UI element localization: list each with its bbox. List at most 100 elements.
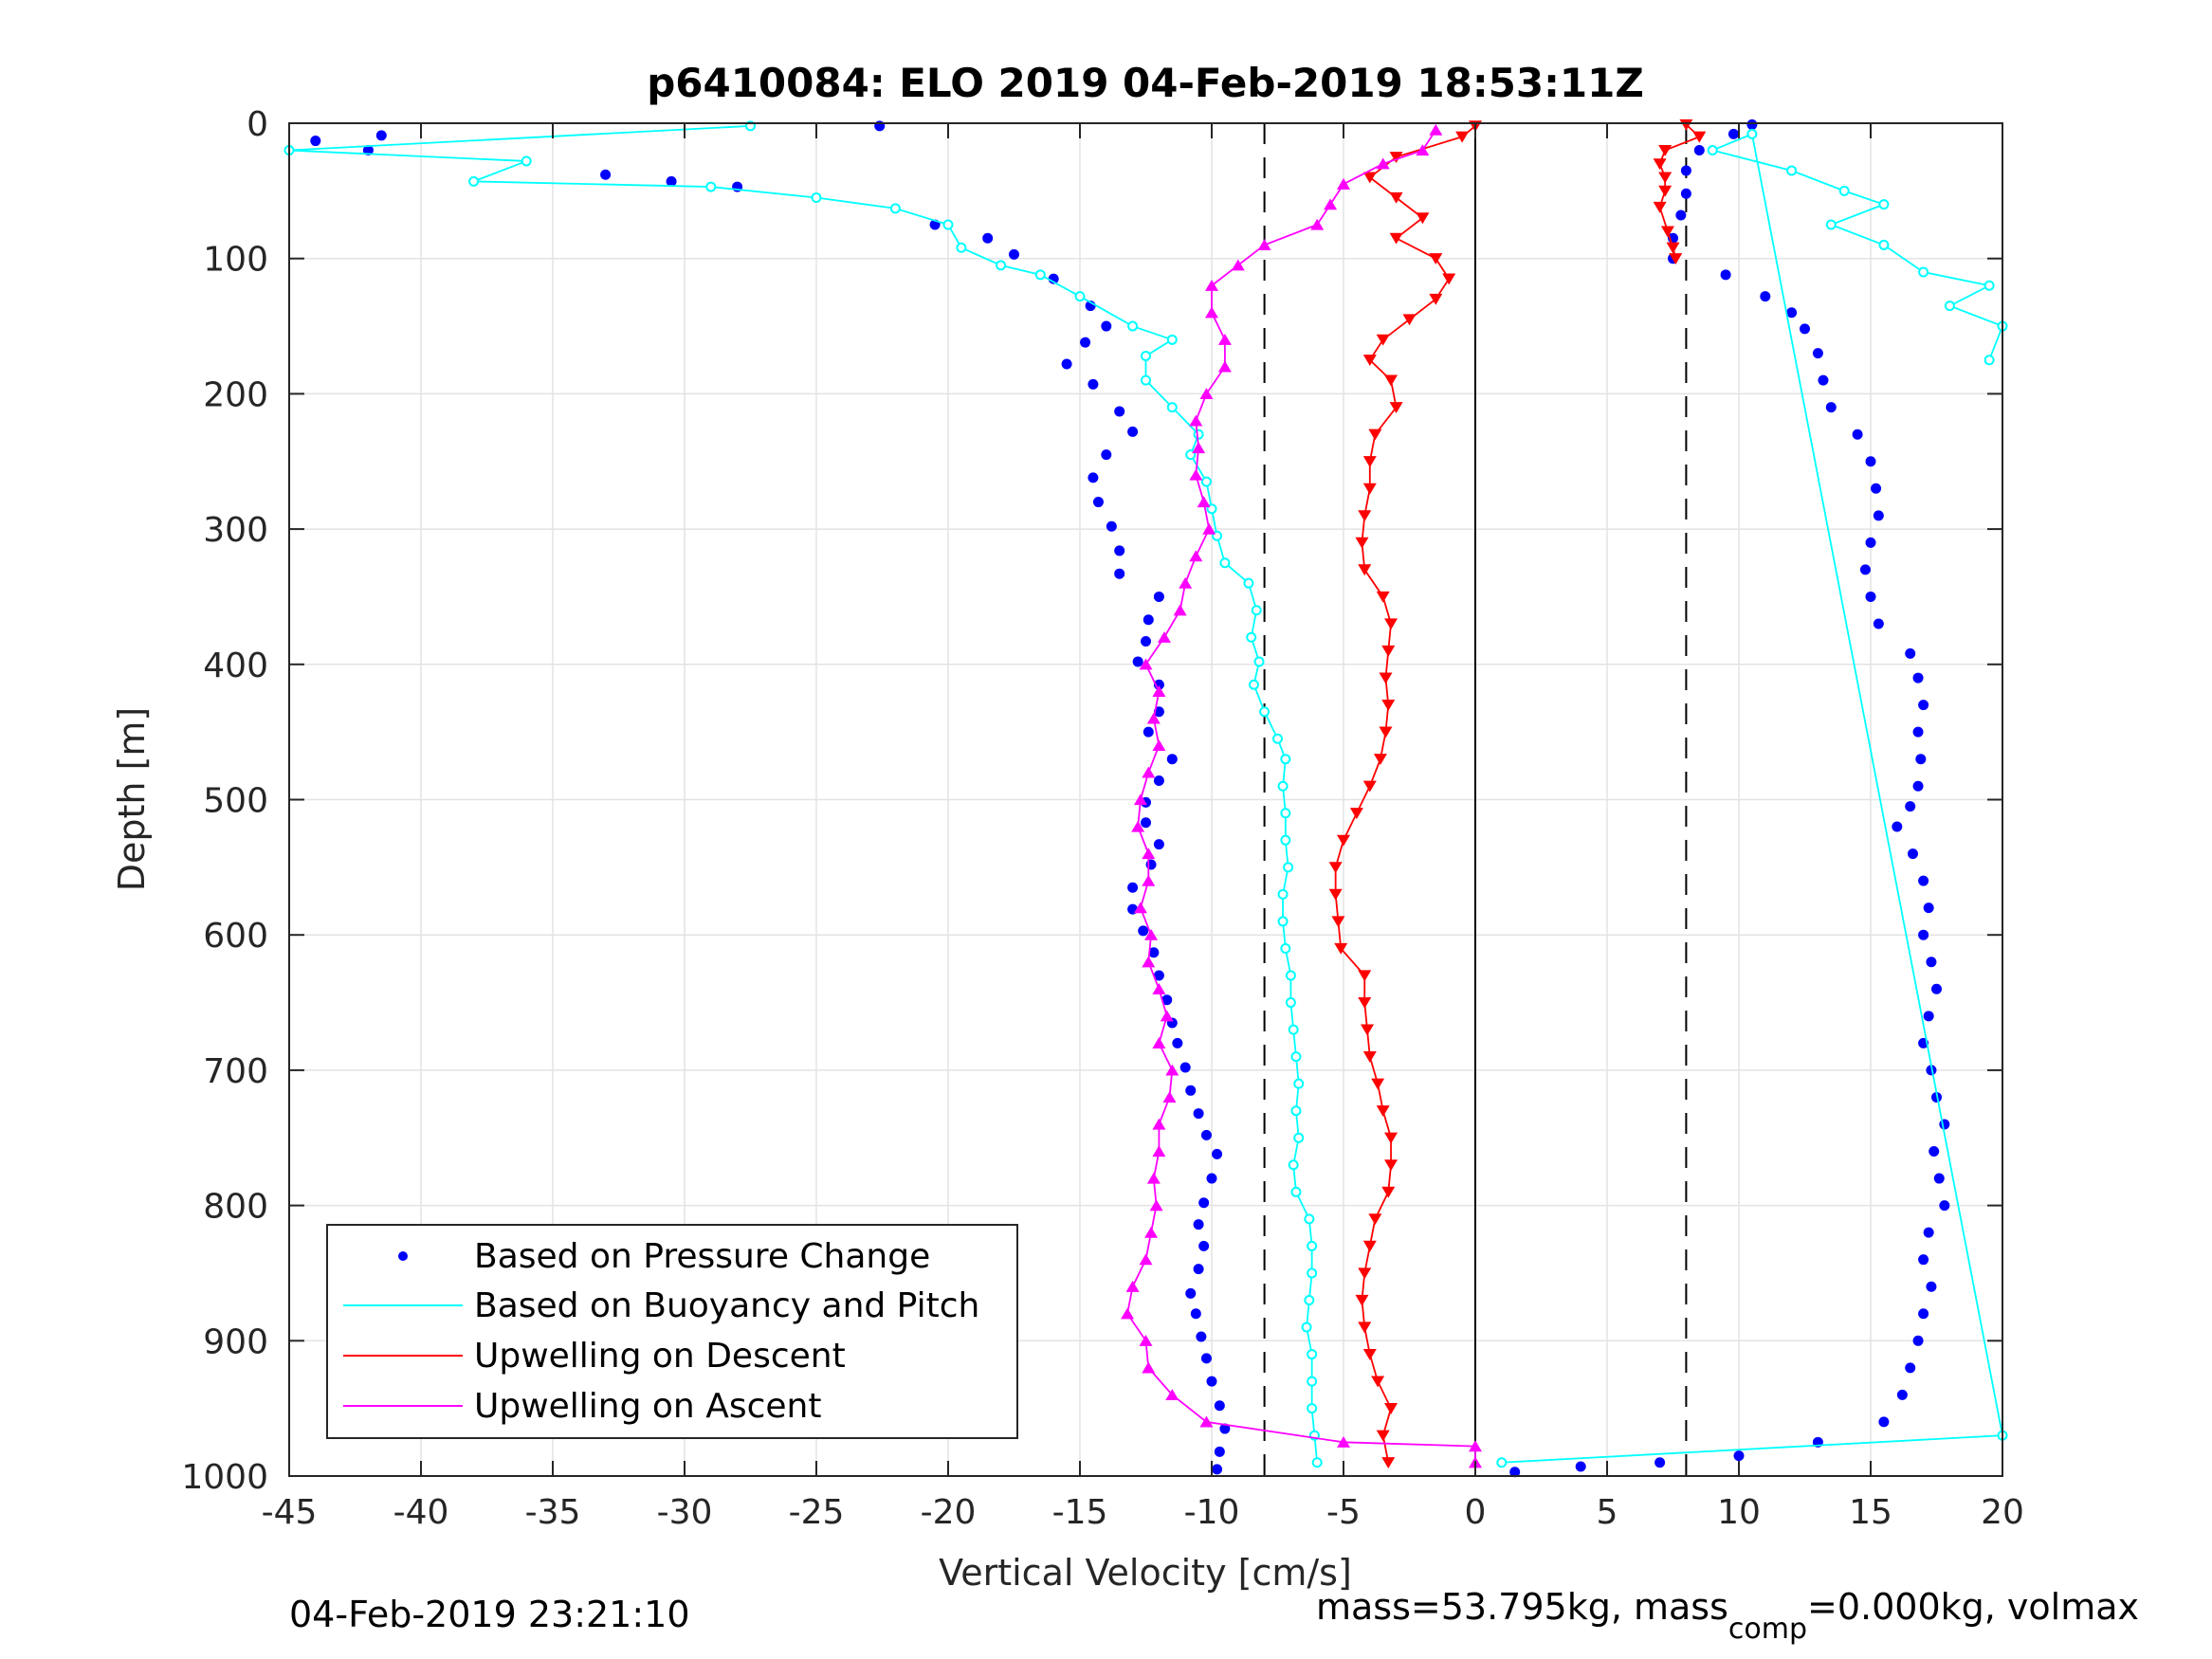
data-point bbox=[1376, 1105, 1390, 1118]
data-point bbox=[1389, 402, 1403, 413]
data-point bbox=[1926, 1281, 1937, 1292]
data-point bbox=[1092, 497, 1104, 508]
x-tick-label: 15 bbox=[1849, 1493, 1892, 1532]
data-point bbox=[1509, 1467, 1521, 1478]
data-point bbox=[362, 145, 374, 156]
data-point bbox=[1944, 301, 1955, 312]
data-point bbox=[1429, 293, 1443, 305]
data-point bbox=[1337, 834, 1350, 847]
data-point bbox=[1280, 834, 1291, 846]
data-point bbox=[1280, 942, 1291, 954]
data-point bbox=[1307, 1240, 1318, 1251]
data-point bbox=[1384, 618, 1398, 630]
data-point bbox=[468, 175, 480, 187]
data-point bbox=[1131, 820, 1145, 832]
data-point bbox=[1376, 334, 1390, 346]
data-point bbox=[1381, 1457, 1396, 1469]
data-point bbox=[1166, 754, 1178, 765]
data-point bbox=[1376, 591, 1390, 603]
data-point bbox=[1680, 188, 1691, 199]
data-point bbox=[1009, 248, 1019, 260]
legend: Based on Pressure Change Based on Buoyan… bbox=[326, 1224, 1018, 1439]
series-2 bbox=[1328, 118, 1707, 1469]
data-point bbox=[1290, 1186, 1302, 1197]
data-point bbox=[942, 219, 954, 230]
data-point bbox=[1141, 350, 1151, 361]
data-point bbox=[1198, 1240, 1210, 1251]
data-point bbox=[1288, 1024, 1299, 1035]
data-point bbox=[1277, 780, 1289, 792]
data-point bbox=[1143, 726, 1154, 738]
data-point bbox=[1142, 874, 1156, 886]
legend-marker bbox=[398, 1251, 408, 1261]
data-point bbox=[521, 155, 532, 167]
y-tick-label: 600 bbox=[203, 917, 268, 956]
data-point bbox=[375, 130, 387, 141]
data-point bbox=[1939, 1119, 1950, 1130]
data-point bbox=[1161, 994, 1173, 1006]
data-point bbox=[1145, 859, 1157, 870]
reference-lines bbox=[1263, 123, 1688, 1476]
data-point bbox=[982, 232, 994, 244]
data-point bbox=[1152, 982, 1166, 994]
data-point bbox=[1912, 672, 1924, 684]
data-point bbox=[1139, 658, 1153, 670]
series-1 bbox=[283, 120, 2008, 1468]
y-tick-label: 0 bbox=[247, 105, 268, 144]
data-point bbox=[1838, 185, 1850, 196]
data-point bbox=[1277, 888, 1289, 900]
data-point bbox=[1818, 374, 1829, 386]
mass-suffix: =0.000kg, volmax bbox=[1807, 1586, 2139, 1628]
x-tick-label: 5 bbox=[1597, 1493, 1618, 1532]
series-line bbox=[1501, 133, 2004, 1464]
data-point bbox=[1149, 1199, 1163, 1212]
data-point bbox=[1307, 1349, 1318, 1360]
data-point bbox=[1219, 1423, 1231, 1434]
data-point bbox=[1918, 266, 1929, 278]
data-point bbox=[1189, 414, 1203, 427]
data-point bbox=[1253, 656, 1265, 667]
data-point bbox=[1878, 239, 1890, 250]
x-tick-label: -20 bbox=[921, 1493, 977, 1532]
data-point bbox=[1878, 1416, 1890, 1428]
footer-timestamp: 04-Feb-2019 23:21:10 bbox=[289, 1594, 690, 1635]
series-line bbox=[1658, 123, 1701, 259]
data-point bbox=[1384, 1159, 1398, 1172]
y-axis-label: Depth [m] bbox=[111, 707, 153, 892]
data-point bbox=[1349, 808, 1363, 820]
axis-ticks: -45 -40 -35 -30 -25 -20 -15 -10 -5 0 5 10 15 20010020… bbox=[181, 105, 2024, 1532]
data-point bbox=[1088, 472, 1099, 483]
data-point bbox=[1197, 496, 1211, 508]
data-point bbox=[1355, 1294, 1369, 1306]
data-point bbox=[1243, 577, 1254, 589]
data-point bbox=[1185, 1085, 1197, 1096]
x-tick-label: -5 bbox=[1326, 1493, 1361, 1532]
data-point bbox=[1746, 118, 1758, 130]
data-point bbox=[1362, 483, 1377, 495]
data-point bbox=[1127, 882, 1139, 893]
mass-subscript: comp bbox=[1728, 1613, 1807, 1646]
data-point bbox=[1212, 1464, 1223, 1475]
data-point bbox=[1153, 970, 1164, 981]
data-point bbox=[1280, 754, 1291, 765]
data-point bbox=[1142, 956, 1156, 968]
data-point bbox=[1101, 320, 1112, 332]
data-point bbox=[1733, 1450, 1745, 1462]
data-point bbox=[1200, 1353, 1212, 1364]
data-point bbox=[1389, 232, 1403, 245]
y-tick-label: 500 bbox=[203, 782, 268, 821]
data-point bbox=[1280, 808, 1291, 819]
data-point bbox=[1429, 123, 1443, 136]
data-point bbox=[1293, 1078, 1305, 1089]
data-point bbox=[1923, 1227, 1934, 1238]
x-tick-label: -30 bbox=[657, 1493, 713, 1532]
data-point bbox=[1142, 1361, 1156, 1374]
data-point bbox=[1931, 983, 1942, 994]
data-point bbox=[1185, 1287, 1197, 1299]
data-point bbox=[1214, 1400, 1225, 1412]
data-point bbox=[1905, 647, 1916, 659]
data-point bbox=[1146, 712, 1161, 724]
data-point bbox=[1337, 177, 1350, 190]
data-point bbox=[1923, 902, 1934, 914]
